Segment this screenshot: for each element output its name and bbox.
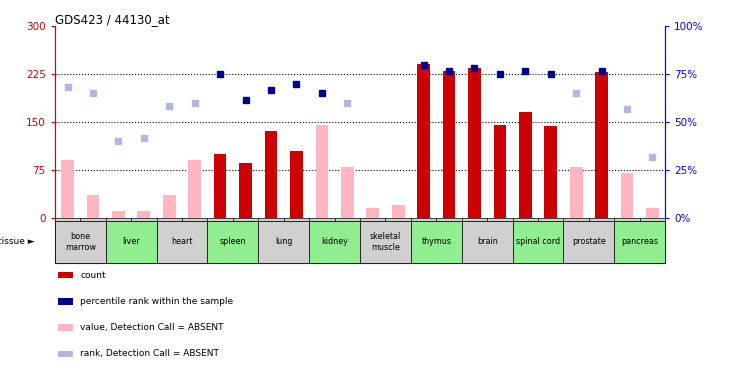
Text: tissue ►: tissue ► <box>0 237 34 246</box>
Bar <box>61 160 74 218</box>
Bar <box>366 208 379 218</box>
Bar <box>417 64 430 218</box>
Bar <box>646 208 659 218</box>
Bar <box>58 298 73 304</box>
Bar <box>239 164 252 218</box>
Text: heart: heart <box>171 237 193 246</box>
Bar <box>58 324 73 331</box>
Text: thymus: thymus <box>421 237 451 246</box>
Bar <box>595 72 608 217</box>
Bar <box>545 126 557 218</box>
Text: count: count <box>80 271 106 280</box>
Bar <box>86 195 99 217</box>
Bar <box>309 221 360 262</box>
Text: prostate: prostate <box>572 237 606 246</box>
Bar <box>564 221 614 262</box>
Bar <box>58 351 73 357</box>
Text: rank, Detection Call = ABSENT: rank, Detection Call = ABSENT <box>80 350 219 358</box>
Bar <box>316 125 328 218</box>
Text: bone
marrow: bone marrow <box>65 232 96 252</box>
Bar <box>290 150 303 217</box>
Text: percentile rank within the sample: percentile rank within the sample <box>80 297 233 306</box>
Bar <box>61 160 74 218</box>
Bar <box>411 221 462 262</box>
Bar <box>493 125 507 218</box>
Bar <box>106 221 156 262</box>
Bar <box>360 221 411 262</box>
Text: lung: lung <box>275 237 292 246</box>
Bar <box>258 221 309 262</box>
Text: spinal cord: spinal cord <box>516 237 560 246</box>
Text: brain: brain <box>477 237 498 246</box>
Bar <box>265 132 277 218</box>
Bar <box>58 272 73 278</box>
Bar <box>614 221 665 262</box>
Text: spleen: spleen <box>219 237 246 246</box>
Bar <box>519 112 531 218</box>
Text: value, Detection Call = ABSENT: value, Detection Call = ABSENT <box>80 323 224 332</box>
Text: pancreas: pancreas <box>621 237 659 246</box>
Text: kidney: kidney <box>321 237 348 246</box>
Bar <box>392 205 404 218</box>
Bar <box>189 160 201 218</box>
Bar <box>443 71 455 217</box>
Bar <box>208 221 258 262</box>
Bar <box>55 221 106 262</box>
Bar <box>156 221 208 262</box>
Bar <box>621 173 634 217</box>
Text: skeletal
muscle: skeletal muscle <box>370 232 401 252</box>
Text: GDS423 / 44130_at: GDS423 / 44130_at <box>55 13 170 26</box>
Bar <box>570 166 583 218</box>
Bar <box>512 221 564 262</box>
Bar <box>462 221 512 262</box>
Text: liver: liver <box>122 237 140 246</box>
Bar <box>137 211 150 217</box>
Bar <box>163 195 175 217</box>
Bar <box>213 154 227 218</box>
Bar <box>341 166 354 218</box>
Bar <box>468 68 481 218</box>
Bar <box>112 211 125 217</box>
